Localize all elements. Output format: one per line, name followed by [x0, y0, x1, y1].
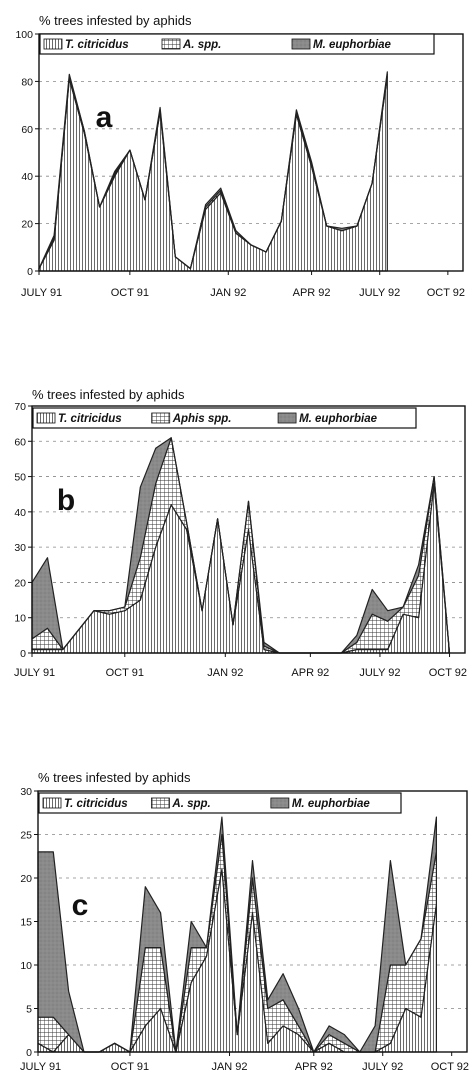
y-tick-label: 15: [20, 917, 32, 929]
legend-box: [39, 33, 435, 55]
y-tick-label: 20: [14, 577, 26, 589]
chart-panel-b: % trees infested by aphids 0 10 20 30 40 50 60 7…: [14, 387, 467, 679]
y-tick-label: 20: [21, 219, 33, 231]
x-tick-label: APR 92: [291, 667, 329, 679]
chart-title: % trees infested by aphids: [39, 13, 192, 28]
chart-panel-c: % trees infested by aphids 0 5 10 15 20 25 30 T.…: [20, 770, 469, 1073]
x-tick-label: OCT 91: [111, 287, 149, 299]
legend-swatch: [151, 797, 170, 809]
plot-frame: [37, 790, 468, 1053]
legend-swatch: [151, 412, 171, 424]
legend-entry: A. spp.: [182, 39, 221, 51]
series-area-m-euphorbiae: [37, 816, 437, 1053]
legend-swatch: [43, 38, 63, 50]
legend-entry: M. euphorbiae: [313, 39, 392, 51]
y-tick-label: 30: [14, 542, 26, 554]
y-tick-label: 0: [20, 648, 26, 660]
y-tick-label: 40: [14, 507, 26, 519]
legend-entry: Aphis spp.: [172, 413, 232, 425]
chart-panel-a: % trees infested by aphids 0 20 40 60 80 100 T.…: [15, 13, 465, 299]
panel-label: c: [72, 889, 89, 922]
y-tick-label: 60: [21, 124, 33, 136]
y-tick-label: 0: [27, 266, 33, 278]
x-tick-label: OCT 91: [111, 1061, 149, 1073]
y-tick-label: 5: [26, 1004, 32, 1016]
legend-box: [32, 407, 417, 429]
panel-label: b: [57, 484, 75, 517]
y-tick-label: 20: [20, 873, 32, 885]
x-tick-label: JAN 92: [207, 667, 243, 679]
series-area-t-citricidus: [38, 76, 388, 272]
legend-swatch: [42, 797, 62, 809]
legend-entry: T. citricidus: [58, 413, 122, 425]
y-tick-label: 50: [14, 472, 26, 484]
x-tick-label: OCT 92: [429, 667, 467, 679]
x-tick-label: OCT 92: [427, 287, 465, 299]
x-tick-label: JULY 92: [359, 667, 400, 679]
y-tick-label: 60: [14, 436, 26, 448]
x-tick-label: JAN 92: [210, 287, 246, 299]
x-tick-label: JULY 91: [20, 1061, 61, 1073]
legend-entry: T. citricidus: [64, 798, 128, 810]
legend-entry: T. citricidus: [65, 39, 129, 51]
x-tick-label: OCT 92: [431, 1061, 469, 1073]
x-tick-label: OCT 91: [106, 667, 144, 679]
legend-swatch: [270, 797, 290, 809]
chart-title: % trees infested by aphids: [32, 387, 185, 402]
legend-entry: M. euphorbiae: [292, 798, 371, 810]
series-area-m-euphorbiae: [31, 437, 451, 654]
legend-swatch: [36, 412, 56, 424]
y-tick-label: 25: [20, 830, 32, 842]
series-area-m-euphorbiae: [38, 71, 388, 270]
legend-entry: M. euphorbiae: [299, 413, 378, 425]
x-tick-label: JULY 91: [21, 287, 62, 299]
y-tick-label: 100: [15, 29, 33, 41]
y-tick-label: 40: [21, 171, 33, 183]
y-tick-label: 10: [20, 960, 32, 972]
legend-box: [38, 792, 402, 814]
panel-label: a: [96, 101, 113, 134]
legend-swatch: [161, 38, 181, 50]
x-tick-label: JULY 92: [362, 1061, 403, 1073]
y-tick-label: 70: [14, 401, 26, 413]
x-tick-label: JULY 92: [359, 287, 400, 299]
x-tick-label: JULY 91: [14, 667, 55, 679]
chart-title: % trees infested by aphids: [38, 770, 191, 785]
x-tick-label: APR 92: [293, 287, 331, 299]
plot-frame: [31, 405, 466, 654]
y-tick-label: 30: [20, 786, 32, 798]
x-tick-label: APR 92: [295, 1061, 333, 1073]
y-tick-label: 80: [21, 76, 33, 88]
y-tick-label: 0: [26, 1047, 32, 1059]
legend-swatch: [277, 412, 297, 424]
legend-swatch: [291, 38, 311, 50]
legend-entry: A. spp.: [171, 798, 210, 810]
y-tick-label: 10: [14, 613, 26, 625]
x-tick-label: JAN 92: [211, 1061, 247, 1073]
